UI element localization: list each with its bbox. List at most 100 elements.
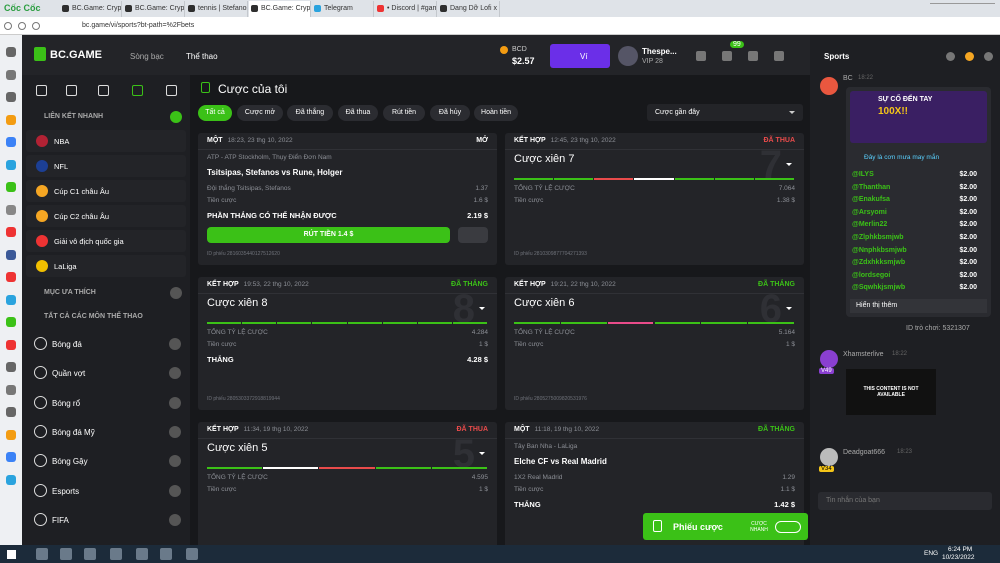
parlay-title: Cược xiên 5: [207, 442, 268, 454]
sidebar-icon[interactable]: [6, 272, 16, 282]
sort-dropdown[interactable]: Cược gần đây: [647, 104, 803, 121]
nav-icon[interactable]: [98, 85, 109, 96]
taskbar-app[interactable]: [110, 548, 122, 560]
header-icon[interactable]: [774, 51, 784, 61]
sport-item[interactable]: Esports: [26, 479, 186, 503]
sport-item[interactable]: FIFA: [26, 508, 186, 532]
browser-tab[interactable]: Telegram: [312, 1, 374, 17]
sport-item[interactable]: Bóng rổ: [26, 391, 186, 415]
input-language: ENG: [924, 550, 939, 557]
nav-icon[interactable]: [132, 85, 143, 96]
bet-slip-button[interactable]: Phiếu cược CƯỢC NHANH: [643, 513, 808, 540]
collapse-button[interactable]: [170, 111, 182, 123]
sidebar-icon[interactable]: [6, 429, 16, 440]
sport-label: Quần vợt: [52, 369, 86, 379]
browser-tab[interactable]: • Discord | #games: [375, 1, 437, 17]
quick-link[interactable]: NFL: [26, 155, 186, 177]
dropdown-arrow[interactable]: [479, 452, 485, 458]
chat-icon[interactable]: [965, 52, 974, 61]
cashout-button[interactable]: RÚT TIỀN 1.4 $: [207, 227, 450, 243]
expand-button[interactable]: [170, 287, 182, 299]
browser-tab[interactable]: BC.Game: Crypto Casino: [60, 1, 122, 17]
sidebar-icon[interactable]: [6, 384, 16, 395]
sidebar-icon[interactable]: [6, 294, 16, 305]
filter-tab[interactable]: Đã hủy: [430, 105, 470, 121]
browser-tab[interactable]: BC.Game: Crypto Casino: [249, 1, 311, 17]
nav-icon[interactable]: [36, 85, 47, 96]
quick-link[interactable]: LaLiga: [26, 255, 186, 277]
sidebar-icon[interactable]: [6, 317, 16, 327]
share-button[interactable]: [458, 227, 488, 243]
taskbar-app[interactable]: [36, 548, 48, 560]
filter-tab[interactable]: Cược mở: [237, 105, 283, 121]
sidebar-icon[interactable]: [6, 474, 16, 485]
dropdown-arrow[interactable]: [786, 163, 792, 169]
row-label: Tiền cược: [514, 486, 544, 493]
casino-link[interactable]: Sòng bạc: [130, 52, 164, 61]
taskbar-app[interactable]: [186, 548, 198, 560]
bet-row: Tiền cược 1.1 $: [514, 486, 795, 493]
leg-segment: [594, 178, 634, 180]
quick-link[interactable]: NBA: [26, 130, 186, 152]
browser-tab[interactable]: BC.Game: Crypto Casino: [123, 1, 185, 17]
sidebar-icon[interactable]: [6, 92, 16, 102]
start-button[interactable]: [7, 550, 16, 559]
avatar[interactable]: [618, 46, 638, 66]
filter-tab[interactable]: Tất cả: [198, 105, 232, 121]
chat-icon[interactable]: [946, 52, 955, 61]
leg-segment: [560, 322, 607, 324]
dropdown-arrow[interactable]: [479, 307, 485, 313]
taskbar-app[interactable]: [136, 548, 148, 560]
taskbar-app[interactable]: [160, 548, 172, 560]
sport-item[interactable]: Bóng Gậy: [26, 449, 186, 473]
back-button[interactable]: [4, 22, 12, 30]
show-more[interactable]: Hiển thị thêm: [850, 299, 987, 313]
sports-link[interactable]: Thể thao: [186, 52, 218, 61]
sidebar-icon[interactable]: [6, 137, 16, 147]
row-label: Tiền cược: [514, 341, 544, 348]
filter-tab[interactable]: Rút tiền: [383, 105, 425, 121]
wallet-button[interactable]: Ví: [550, 44, 610, 68]
sidebar-icon[interactable]: [6, 159, 16, 170]
flag-icon: [36, 260, 48, 272]
sport-item[interactable]: Bóng đá Mỹ: [26, 420, 186, 444]
browser-tab[interactable]: Dang Dỡ Lofi x Thời tình: [438, 1, 500, 17]
filter-tab[interactable]: Hoàn tiền: [474, 105, 518, 121]
sidebar-icon[interactable]: [6, 452, 16, 462]
toggle[interactable]: [775, 521, 801, 533]
header-icon[interactable]: [748, 51, 758, 61]
quick-link[interactable]: Cúp C1 châu Âu: [26, 180, 186, 202]
taskbar-app[interactable]: [60, 548, 72, 560]
header-icon[interactable]: [722, 51, 732, 61]
row-label: 1X2 Real Madrid: [514, 474, 563, 481]
sidebar-icon[interactable]: [6, 407, 16, 417]
taskbar-app[interactable]: [84, 548, 96, 560]
browser-tab[interactable]: tennis | Stefanos Tsitsipas: [186, 1, 248, 17]
filter-tab[interactable]: Đã thắng: [287, 105, 333, 121]
nav-icon[interactable]: [166, 85, 177, 96]
forward-button[interactable]: [18, 22, 26, 30]
sidebar-icon[interactable]: [6, 69, 16, 80]
sidebar-icon[interactable]: [6, 114, 16, 125]
sidebar-icon[interactable]: [6, 362, 16, 372]
url-field[interactable]: bc.game/vi/sports?bt-path=%2Fbets: [82, 22, 195, 29]
reload-button[interactable]: [32, 22, 40, 30]
quick-link[interactable]: Giải vô địch quốc gia: [26, 230, 186, 252]
sport-item[interactable]: Bóng đá: [26, 332, 186, 356]
chat-input[interactable]: Tin nhắn của bạn: [818, 492, 992, 510]
dropdown-arrow[interactable]: [786, 307, 792, 313]
filter-tab[interactable]: Đã thua: [338, 105, 378, 121]
game-id[interactable]: ID trò chơi: 5321307: [906, 325, 970, 332]
sidebar-icon[interactable]: [6, 204, 16, 215]
quick-link[interactable]: Cúp C2 châu Âu: [26, 205, 186, 227]
nav-icon[interactable]: [66, 85, 77, 96]
header-icon[interactable]: [696, 51, 706, 61]
bet-type: KẾT HỢP: [514, 281, 546, 288]
sidebar-icon[interactable]: [6, 249, 16, 260]
sidebar-icon[interactable]: [6, 339, 16, 350]
sidebar-icon[interactable]: [6, 182, 16, 192]
chat-icon[interactable]: [984, 52, 993, 61]
sidebar-icon[interactable]: [6, 47, 16, 57]
sidebar-icon[interactable]: [6, 227, 16, 237]
sport-item[interactable]: Quần vợt: [26, 361, 186, 385]
